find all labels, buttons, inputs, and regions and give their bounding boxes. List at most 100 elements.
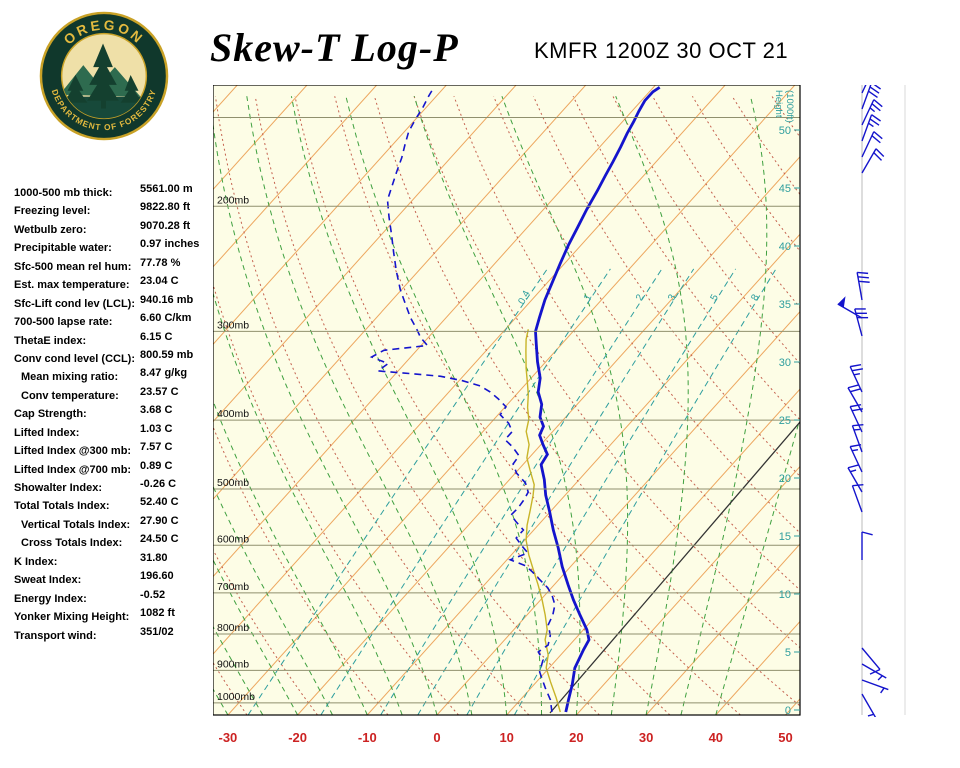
svg-text:-10: -10 [358,730,377,745]
stat-row: Conv cond level (CCL): 800.59 mb [14,349,219,367]
stat-label: Yonker Mixing Height: [14,611,130,624]
wind-barb [861,148,885,174]
stat-label: Showalter Index: [14,482,103,494]
stat-row: Sfc-Lift cond lev (LCL): 940.16 mb [14,294,219,312]
wind-barb [861,114,881,142]
dewpoint-profile-line [369,86,556,713]
stat-row: Vertical Totals Index: 27.90 C [14,515,219,533]
svg-text:30: 30 [639,730,653,745]
wind-barb [847,384,863,413]
stat-label: Freezing level: [14,205,91,218]
stat-value: 8.47 g/kg [140,367,188,380]
wind-barb [849,404,864,433]
stat-label: Precipitable water: [14,242,112,255]
stat-row: Sweat Index: 196.60 [14,570,219,588]
stat-label: Lifted Index: [14,426,80,439]
wind-barb [861,647,881,675]
stat-value: 351/02 [140,625,174,638]
wind-barb [837,296,863,319]
stat-value: 1082 ft [140,607,175,620]
indices-panel: 1000-500 mb thick: 5561.00 m Freezing leve… [14,183,219,644]
stat-label: K Index: [14,555,58,568]
stat-value: 5561.00 m [140,183,193,195]
wind-barb [856,271,870,301]
wind-barb [847,464,863,493]
stat-label: Cap Strength: [14,408,87,421]
stat-value: 196.60 [140,570,174,583]
stat-label: Transport wind: [14,629,97,642]
wind-barb [849,364,864,393]
stat-value: 9822.80 ft [140,201,191,214]
svg-text:-30: -30 [219,730,238,745]
odf-logo: OREGON DEPARTMENT OF FORESTRY [39,11,169,141]
mixing-ratio-label: 2 [634,292,647,302]
stat-value: 9070.28 ft [140,219,191,232]
stat-label: Mean mixing ratio: [21,371,119,384]
stat-row: Energy Index: -0.52 [14,589,219,607]
svg-text:700mb: 700mb [217,581,249,593]
svg-text:20: 20 [779,473,791,485]
stat-row: Conv temperature: 23.57 C [14,386,219,404]
stat-label: Est. max temperature: [14,279,130,292]
mixing-ratio-label: 1 [582,292,595,302]
height-axis-title: Height [773,90,784,118]
dry-adiabat-lines [213,95,800,715]
stat-value: 0.89 C [140,459,173,472]
svg-text:40: 40 [709,730,723,745]
wind-barb [861,663,887,681]
svg-text:40: 40 [779,241,791,253]
stat-value: 77.78 % [140,256,181,269]
wind-barb [851,424,864,453]
stat-label: Conv cond level (CCL): [14,352,136,365]
svg-text:20: 20 [569,730,583,745]
station-datetime: KMFR 1200Z 30 OCT 21 [534,38,789,63]
wind-barb [861,679,889,694]
stat-row: ThetaE index: 6.15 C [14,331,219,349]
stat-label: Sfc-Lift cond lev (LCL): [14,297,135,310]
stat-label: Lifted Index @700 mb: [14,463,132,476]
stat-value: -0.26 C [140,478,177,490]
stat-value: 6.15 C [140,330,173,343]
stat-row: Wetbulb zero: 9070.28 ft [14,220,219,238]
wind-barb [861,99,883,126]
stat-value: 1.03 C [140,422,173,435]
isotherm-lines [213,85,800,715]
mixing-ratio-label: 8 [749,292,762,302]
wind-barb [854,308,869,337]
svg-text:50: 50 [778,730,792,745]
stat-value: 23.57 C [140,385,179,398]
wind-barb [861,85,881,110]
stat-value: 6.60 C/km [140,312,192,325]
stat-value: -0.52 [140,588,166,601]
svg-text:10: 10 [779,589,791,601]
stat-row: 1000-500 mb thick: 5561.00 m [14,183,219,201]
svg-text:5: 5 [785,647,791,659]
stat-row: Lifted Index: 1.03 C [14,423,219,441]
stat-row: Sfc-500 mean rel hum: 77.78 % [14,257,219,275]
stat-label: Energy Index: [14,592,87,605]
plot-border [213,85,801,716]
mixing-ratio-label: 3 [666,292,679,302]
stat-value: 7.57 C [140,441,173,454]
stat-row: Lifted Index @700 mb: 0.89 C [14,460,219,478]
wind-barb [861,85,867,94]
stat-value: 800.59 mb [140,348,194,361]
svg-text:800mb: 800mb [217,622,249,634]
stat-row: 700-500 lapse rate: 6.60 C/km [14,312,219,330]
skewt-chart: 0.4 1 2 3 5 8200mb300mb400mb500mb600mb700mb80… [213,85,801,745]
pressure-labels: 200mb 300mb 400mb 500mb 600mb 700mb 800mb 900mb… [217,194,255,703]
wind-barb [849,444,863,473]
stat-value: 31.80 [140,551,168,564]
svg-text:600mb: 600mb [217,533,249,545]
stat-label: Sweat Index: [14,574,82,587]
svg-text:-20: -20 [288,730,307,745]
stat-row: Cap Strength: 3.68 C [14,404,219,422]
mixing-ratio-lines: 0.4 1 2 3 5 8 [247,268,777,715]
stat-label: ThetaE index: [14,334,87,347]
stat-label: Cross Totals Index: [21,537,123,550]
stat-label: Sfc-500 mean rel hum: [14,260,132,273]
stat-row: Transport wind: 351/02 [14,626,219,644]
stat-label: 700-500 lapse rate: [14,316,113,329]
stat-value: 27.90 C [140,514,179,527]
temperature-profile-line [534,86,661,713]
